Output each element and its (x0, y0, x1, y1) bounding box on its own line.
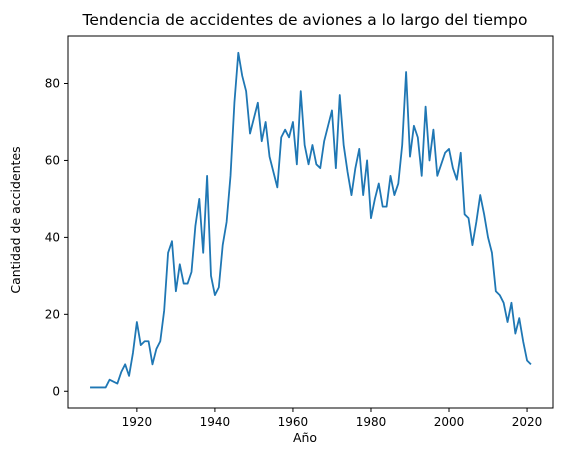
y-tick-label: 40 (45, 230, 60, 244)
x-tick-label: 1960 (278, 415, 309, 429)
x-tick-label: 1980 (356, 415, 387, 429)
y-tick-label: 0 (52, 384, 60, 398)
y-tick-label: 80 (45, 77, 60, 91)
x-tick-label: 1940 (200, 415, 231, 429)
x-axis-label: Año (293, 430, 317, 445)
y-axis: 0 20 40 60 80 (45, 77, 68, 398)
x-tick-label: 2020 (512, 415, 543, 429)
plot-frame (67, 35, 554, 409)
y-tick-label: 60 (45, 153, 60, 167)
x-tick-label: 1920 (122, 415, 153, 429)
plot-area: 1920 1940 1960 1980 2000 2020 0 20 40 60 80 (45, 35, 554, 429)
x-axis: 1920 1940 1960 1980 2000 2020 (122, 408, 543, 429)
chart-title: Tendencia de accidentes de aviones a lo … (82, 11, 528, 29)
series-line (90, 51, 532, 389)
y-tick-label: 20 (45, 307, 60, 321)
x-tick-label: 2000 (434, 415, 465, 429)
y-axis-label: Cantidad de accidentes (8, 146, 23, 293)
